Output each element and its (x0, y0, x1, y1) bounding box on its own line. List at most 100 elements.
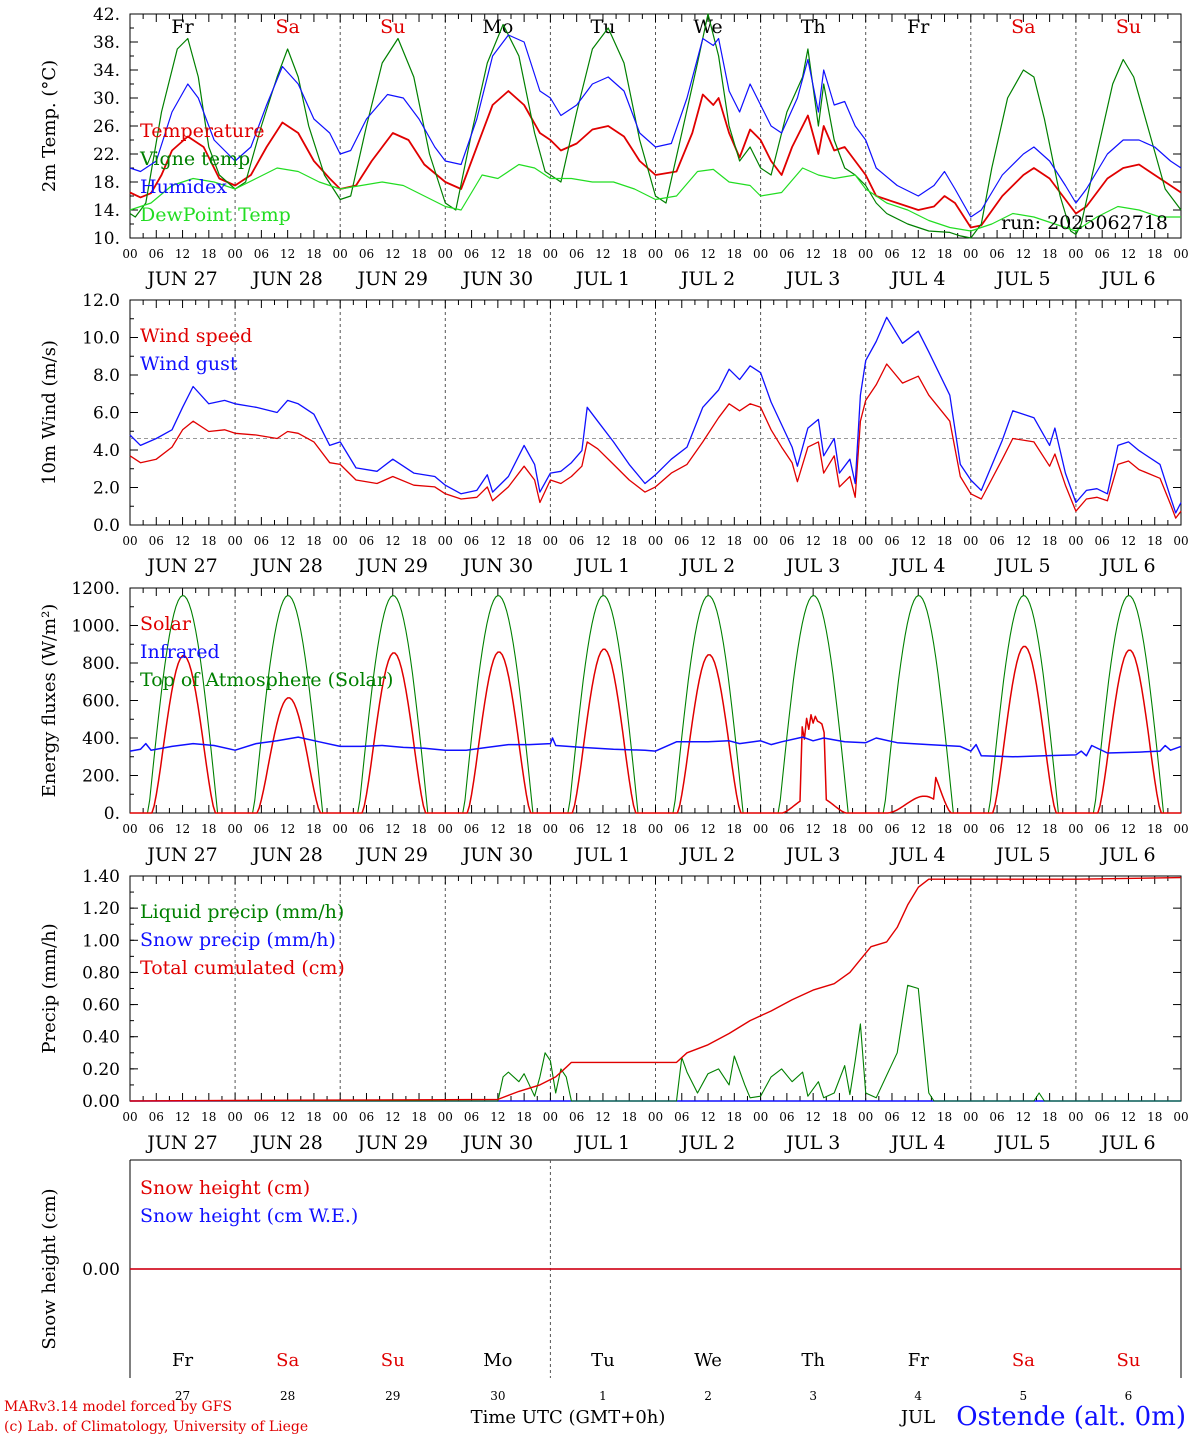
date-label: JUN 28 (250, 555, 322, 577)
hour-tick-label: 00 (858, 822, 873, 836)
panel-1-frame (129, 299, 1182, 526)
hour-tick-label: 18 (1042, 534, 1057, 548)
y-tick-label: 600. (82, 692, 120, 712)
hour-tick-label: 00 (333, 1110, 348, 1124)
hour-tick-label: 18 (1147, 822, 1162, 836)
hour-tick-label: 00 (227, 822, 242, 836)
hour-tick-label: 06 (1095, 247, 1110, 261)
hour-tick-label: 12 (385, 822, 400, 836)
hour-tick-label: 00 (648, 1110, 663, 1124)
date-label: JUL 2 (679, 844, 735, 866)
hour-tick-label: 00 (648, 534, 663, 548)
hour-tick-label: 18 (306, 1110, 321, 1124)
hour-tick-label: 18 (727, 534, 742, 548)
hour-tick-label: 12 (175, 534, 190, 548)
y-axis-label: Snow height (cm) (39, 1188, 60, 1349)
hour-tick-label: 18 (832, 247, 847, 261)
hour-tick-label: 18 (411, 247, 426, 261)
hour-tick-label: 00 (543, 1110, 558, 1124)
date-label: JUN 28 (250, 268, 322, 290)
hour-tick-label: 06 (779, 1110, 794, 1124)
hour-tick-label: 18 (1042, 247, 1057, 261)
y-tick-label: 1200. (71, 579, 120, 599)
hour-tick-label: 18 (622, 534, 637, 548)
hour-tick-label: 12 (280, 534, 295, 548)
hour-tick-label: 00 (438, 822, 453, 836)
date-label: JUN 28 (250, 1132, 322, 1154)
date-label: JUL 2 (679, 268, 735, 290)
weekday-label: Fr (172, 1350, 193, 1371)
y-tick-label: 200. (82, 767, 120, 787)
date-label: JUL 6 (1099, 844, 1155, 866)
series-line (129, 13, 1182, 239)
hour-tick-label: 06 (149, 1110, 164, 1124)
hour-tick-label: 06 (674, 822, 689, 836)
weekday-label: Fr (908, 1350, 929, 1371)
date-label: JUL 2 (679, 1132, 735, 1154)
hour-tick-label: 18 (306, 247, 321, 261)
date-label: JUN 30 (461, 844, 533, 866)
legend-entry: Snow height (cm W.E.) (140, 1205, 358, 1227)
hour-tick-label: 12 (700, 534, 715, 548)
hour-tick-label: 06 (359, 534, 374, 548)
hour-tick-label: 06 (254, 534, 269, 548)
hour-tick-label: 00 (333, 247, 348, 261)
hour-tick-label: 00 (333, 822, 348, 836)
y-tick-label: 42. (93, 5, 120, 25)
hour-tick-label: 12 (385, 1110, 400, 1124)
series-line (130, 984, 1181, 1102)
x-axis-label: Time UTC (GMT+0h) (471, 1407, 666, 1428)
hour-tick-label: 06 (254, 1110, 269, 1124)
weekday-label: Sa (275, 16, 299, 38)
y-axis-label: Precip (mm/h) (39, 923, 60, 1053)
hour-tick-label: 18 (937, 534, 952, 548)
hour-tick-label: 18 (1042, 1110, 1057, 1124)
hour-tick-label: 00 (753, 1110, 768, 1124)
weekday-label: Mo (483, 1350, 512, 1371)
hour-tick-label: 18 (727, 247, 742, 261)
hour-tick-label: 06 (989, 1110, 1004, 1124)
hour-tick-label: 18 (1042, 822, 1057, 836)
hour-tick-label: 00 (858, 534, 873, 548)
hour-tick-label: 12 (1121, 1110, 1136, 1124)
date-label: JUL 1 (574, 844, 630, 866)
hour-tick-label: 18 (832, 534, 847, 548)
hour-tick-label: 00 (227, 1110, 242, 1124)
hour-tick-label: 00 (963, 822, 978, 836)
hour-tick-label: 00 (122, 534, 137, 548)
hour-tick-label: 00 (227, 534, 242, 548)
date-label: JUN 29 (356, 555, 428, 577)
hour-tick-label: 12 (595, 822, 610, 836)
hour-tick-label: 12 (1016, 1110, 1031, 1124)
hour-tick-label: 18 (832, 1110, 847, 1124)
y-tick-label: 38. (93, 33, 120, 53)
hour-tick-label: 00 (1173, 247, 1188, 261)
hour-tick-label: 06 (149, 534, 164, 548)
series-line-infrared (129, 736, 1182, 758)
y-tick-label: 10. (93, 229, 120, 249)
date-label: JUL 3 (784, 555, 840, 577)
legend-entry: Vigne temp (139, 148, 250, 170)
weekday-label: Th (801, 1350, 825, 1371)
y-tick-label: 12.0 (82, 291, 120, 311)
date-label: JUL 6 (1099, 555, 1155, 577)
series-line (129, 163, 1181, 232)
hour-tick-label: 18 (411, 534, 426, 548)
weekday-label: Su (381, 1350, 405, 1371)
day-number-label: 4 (914, 1389, 922, 1403)
weekday-label: Su (1116, 16, 1141, 38)
series-line-solar (130, 645, 1181, 814)
date-label: JUN 27 (145, 844, 217, 866)
hour-tick-label: 12 (1016, 534, 1031, 548)
hour-tick-label: 06 (1095, 822, 1110, 836)
hour-tick-label: 12 (280, 247, 295, 261)
hour-tick-label: 06 (359, 822, 374, 836)
date-label: JUN 27 (145, 1132, 217, 1154)
y-tick-label: 30. (93, 89, 120, 109)
hour-tick-label: 18 (201, 822, 216, 836)
y-tick-label: 0.80 (82, 963, 120, 983)
weekday-label: We (693, 16, 722, 38)
legend-entry: Top of Atmosphere (Solar) (140, 669, 393, 691)
date-label: JUL 5 (994, 268, 1050, 290)
hour-tick-label: 00 (122, 1110, 137, 1124)
